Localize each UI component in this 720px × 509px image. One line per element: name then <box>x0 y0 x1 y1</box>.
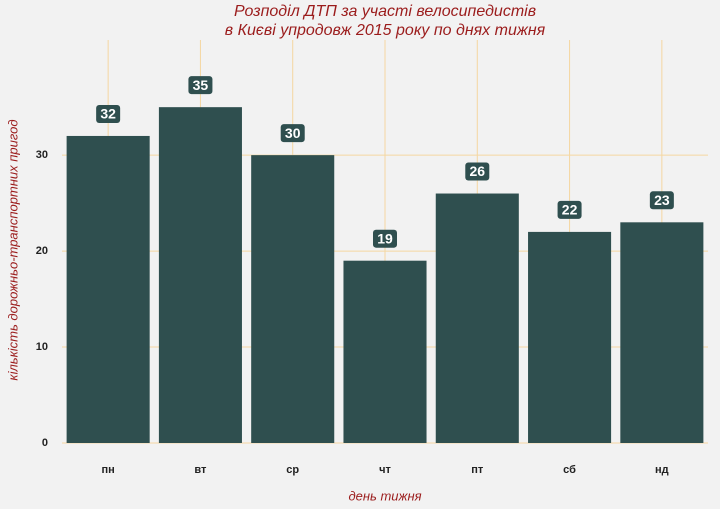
value-label: 19 <box>377 230 393 246</box>
y-tick-label: 0 <box>42 437 48 449</box>
x-tick-label: вт <box>194 464 207 476</box>
y-axis-title: кількість дорожньо-транспортних пригод <box>5 119 20 380</box>
bar <box>66 135 150 443</box>
value-label: 22 <box>562 202 578 218</box>
bar <box>620 222 704 443</box>
x-tick-label: чт <box>379 464 391 476</box>
y-tick-label: 20 <box>36 245 48 257</box>
value-label-box <box>649 191 674 210</box>
value-label: 23 <box>654 192 670 208</box>
value-label-box <box>96 104 121 123</box>
value-label-box <box>280 124 305 143</box>
value-label: 35 <box>193 77 209 93</box>
y-tick-label: 10 <box>36 341 48 353</box>
x-tick-label: пт <box>471 464 484 476</box>
value-label-box <box>188 76 213 95</box>
value-label: 30 <box>285 125 301 141</box>
chart-title: Розподіл ДТП за участі велосипедистів <box>234 3 536 20</box>
bar <box>158 107 242 444</box>
bar <box>528 231 612 443</box>
x-axis-title: день тижня <box>348 488 421 503</box>
value-label: 32 <box>100 106 116 122</box>
x-tick-label: ср <box>286 464 299 476</box>
x-tick-label: сб <box>563 464 576 476</box>
bar <box>435 193 519 443</box>
chart-title: в Києві упродовж 2015 року по днях тижня <box>225 22 546 39</box>
bar <box>343 260 427 443</box>
bar <box>251 155 335 443</box>
y-tick-label: 30 <box>36 149 48 161</box>
value-label-box <box>373 229 397 248</box>
x-tick-label: нд <box>655 464 669 476</box>
value-label-box <box>465 162 490 181</box>
value-label-box <box>557 200 582 219</box>
x-tick-label: пн <box>101 464 114 476</box>
value-label: 26 <box>469 163 485 179</box>
